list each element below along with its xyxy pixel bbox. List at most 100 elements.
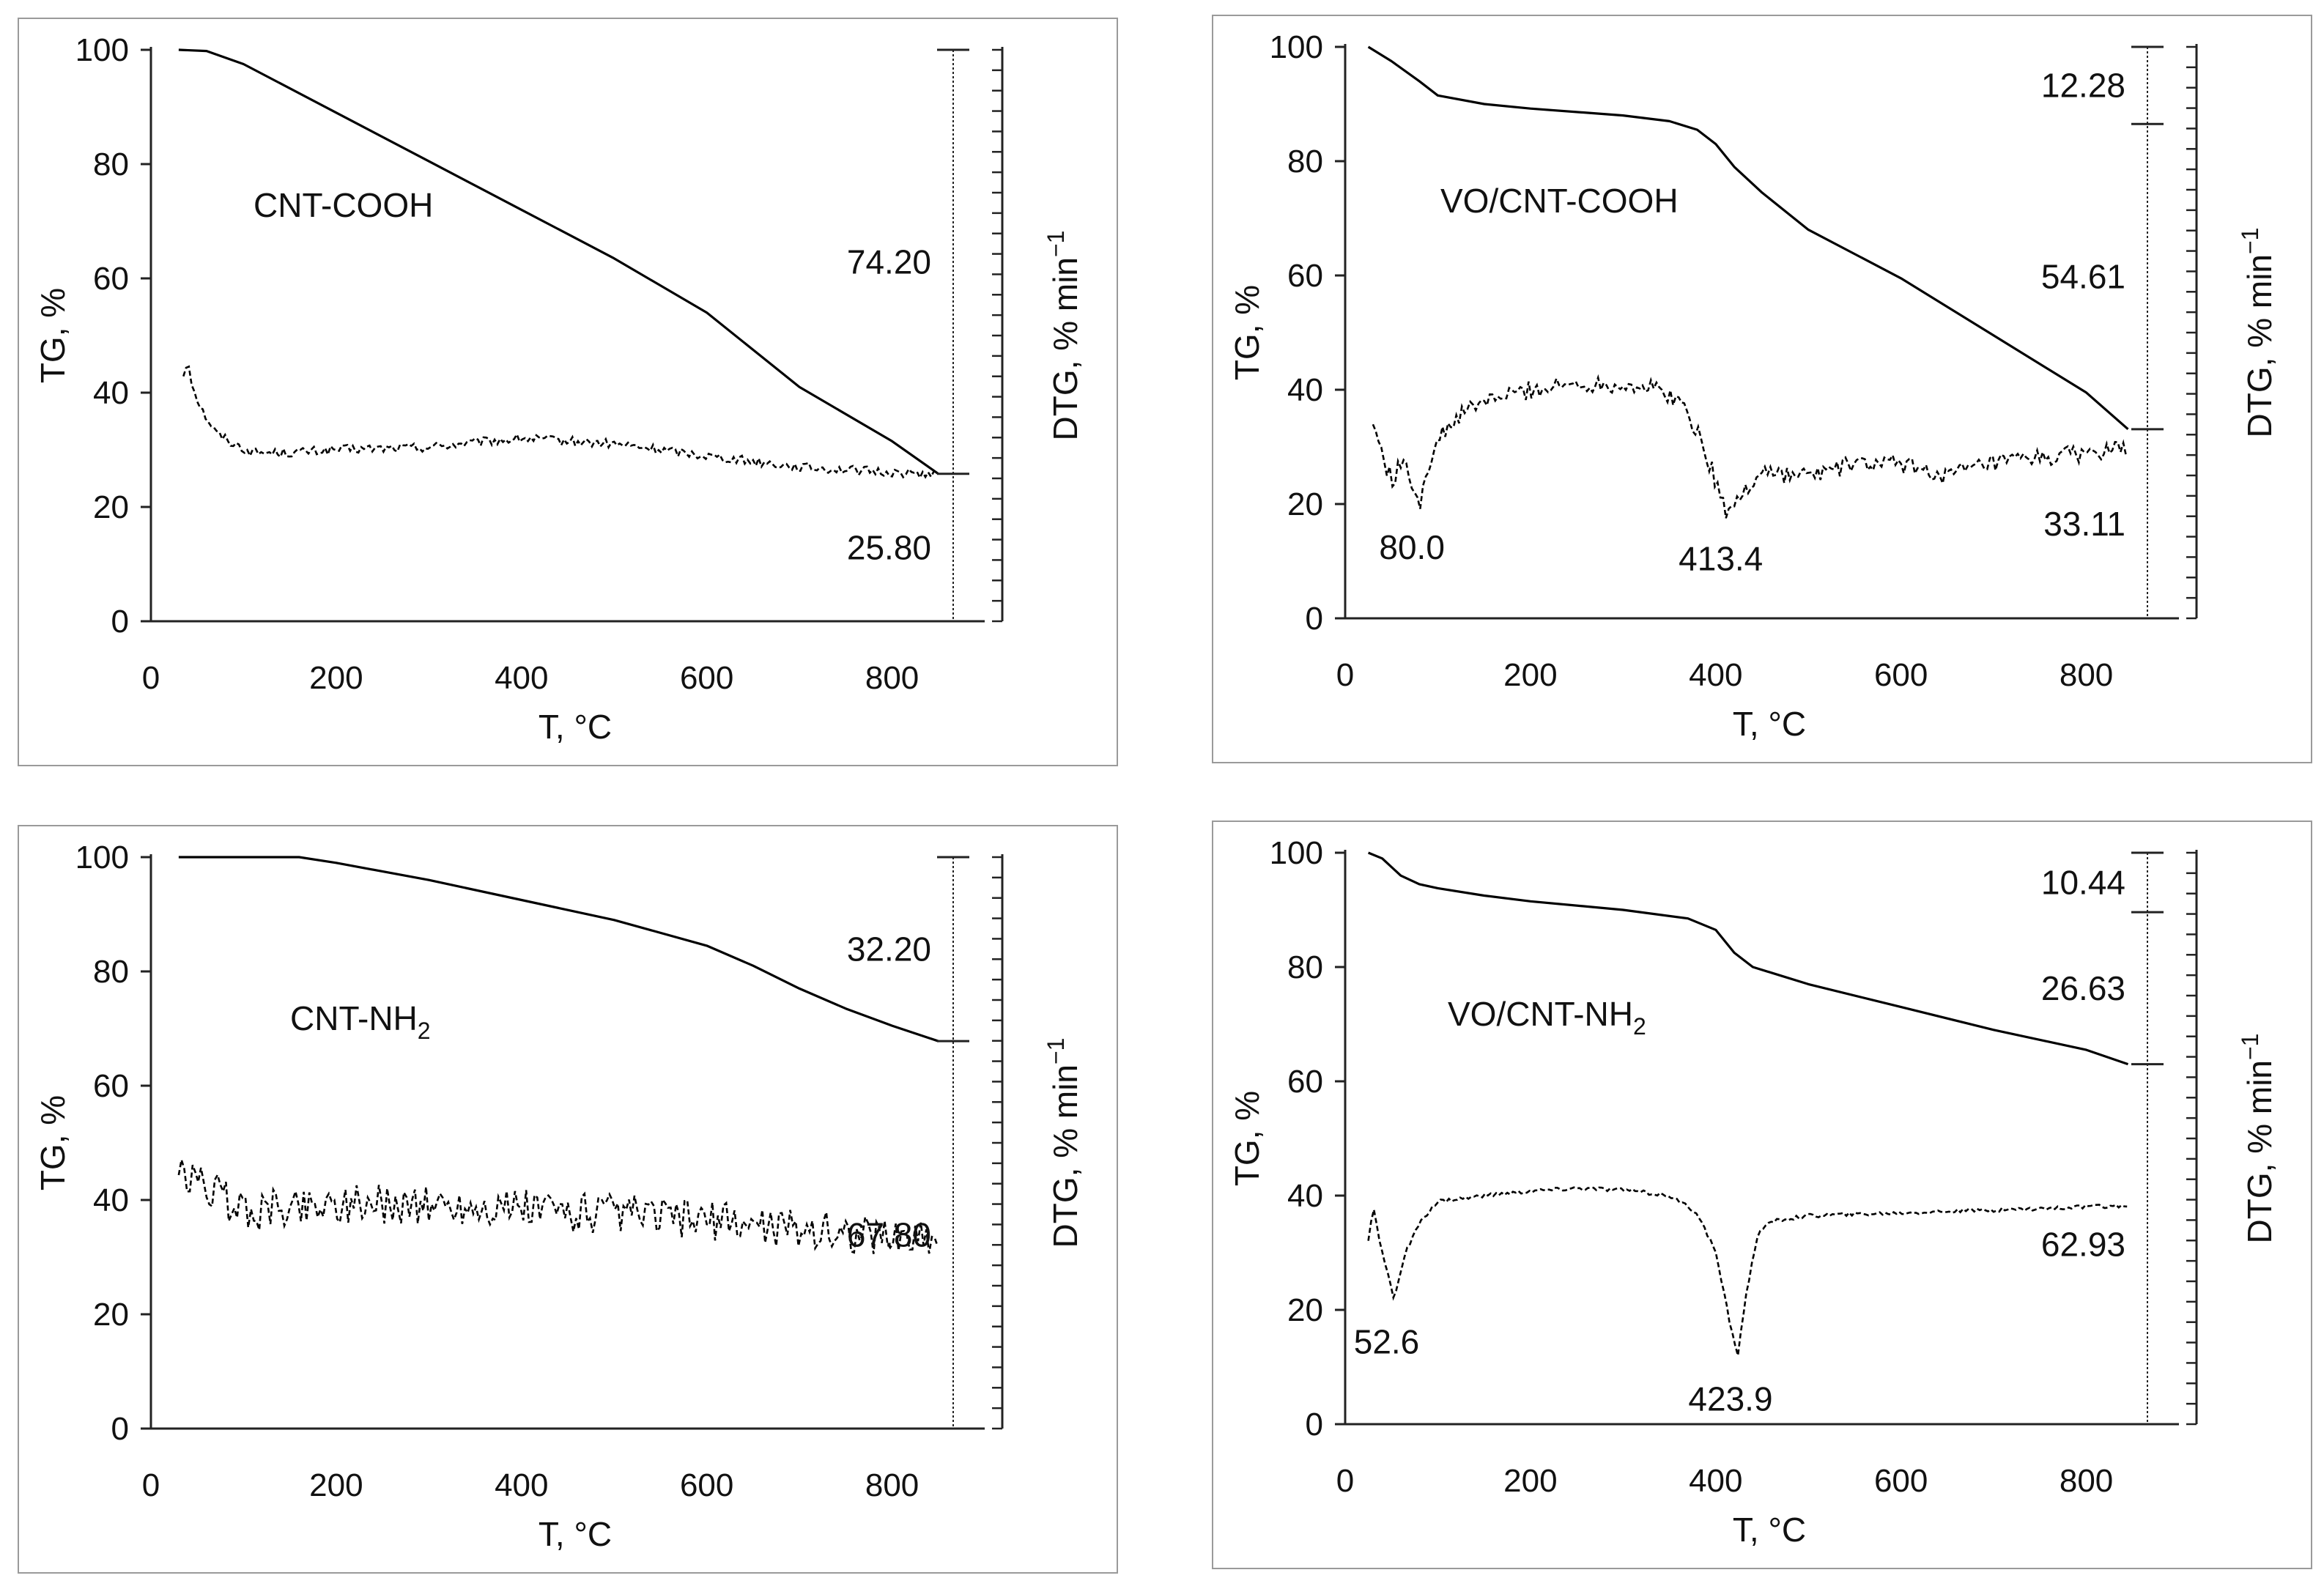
chart-3-ytick-label-5: 100 — [1270, 835, 1323, 871]
chart-1-series-tg — [1367, 45, 2129, 431]
chart-2-ytick-label-0: 0 — [111, 1411, 129, 1447]
chart-0-xtick-label-2: 400 — [495, 660, 548, 696]
chart-3-xtick-label-0: 0 — [1336, 1463, 1354, 1499]
chart-2-dtg-title: DTG, % min−1 — [1043, 1038, 1084, 1248]
chart-3-dtg-title-main: DTG, % min — [2240, 1060, 2279, 1243]
chart-1-sample-label: VO/CNT-COOH — [1440, 182, 1679, 220]
chart-0-ytick-label-1: 20 — [93, 489, 129, 525]
chart-0-ytick-label-4: 80 — [93, 147, 129, 182]
panel-cnt-cooh: 0 20 40 60 80 100 0 200 400 600 800 T, °C TG, % DTG, … — [18, 18, 1118, 766]
chart-0-ytick-label-5: 100 — [75, 32, 129, 68]
chart-2-ytick-label-2: 40 — [93, 1182, 129, 1218]
chart-0-xtick-label-3: 600 — [680, 660, 733, 696]
chart-3-ytick-label-0: 0 — [1306, 1407, 1323, 1442]
chart-1-sample-base: VO/CNT-COOH — [1440, 182, 1679, 220]
chart-2-sample-base: CNT-NH — [290, 999, 418, 1037]
chart-0-step-label-0: 74.20 — [847, 242, 931, 281]
chart-1-step-label-0: 12.28 — [2041, 67, 2125, 105]
chart-3-dtg-title-sup: −1 — [2237, 1034, 2263, 1060]
chart-2-ytick-label-5: 100 — [75, 840, 129, 875]
chart-3-peak-label-1: 423.9 — [1688, 1379, 1772, 1418]
chart-1-peak-label-0: 80.0 — [1379, 528, 1445, 566]
chart-0-series-tg — [178, 48, 939, 475]
chart-0-xtick-label-0: 0 — [142, 660, 160, 696]
chart-2-sample-label: CNT-NH2 — [290, 999, 431, 1044]
chart-2-ytick-label-3: 60 — [93, 1068, 129, 1104]
chart-0-sample-base: CNT-COOH — [254, 186, 433, 224]
chart-0-step-label-1: 25.80 — [847, 528, 931, 566]
chart-1-ytick-label-2: 40 — [1287, 372, 1323, 408]
chart-3-x-title: T, °C — [1733, 1511, 1806, 1549]
chart-2-xtick-label-2: 400 — [495, 1467, 548, 1503]
chart-2-series-dtg — [177, 1159, 939, 1254]
chart-1-step-label-1: 54.61 — [2041, 258, 2125, 296]
chart-1-ytick-label-0: 0 — [1306, 601, 1323, 637]
chart-3-xtick-label-4: 800 — [2060, 1463, 2113, 1499]
chart-cnt-nh2: 0 20 40 60 80 100 0 200 400 600 800 T, °C TG, % DTG, … — [34, 840, 1084, 1553]
chart-0-dtg-title-sup: −1 — [1043, 231, 1069, 257]
chart-1-xtick-label-1: 200 — [1503, 657, 1557, 693]
chart-2-dtg-title-main: DTG, % min — [1046, 1064, 1084, 1248]
chart-3-ytick-label-3: 60 — [1287, 1064, 1323, 1100]
chart-0-dtg-title-main: DTG, % min — [1046, 257, 1084, 440]
chart-2-series-tg — [178, 856, 939, 1042]
chart-1-peak-label-1: 413.4 — [1679, 540, 1763, 578]
chart-2-sample-sub: 2 — [418, 1018, 431, 1044]
chart-3-sample-label: VO/CNT-NH2 — [1448, 995, 1646, 1040]
chart-2-dtg-title-sup: −1 — [1043, 1038, 1069, 1064]
chart-1-xtick-label-3: 600 — [1874, 657, 1928, 693]
chart-3-ytick-label-4: 80 — [1287, 949, 1323, 985]
panel-vo-cnt-nh2: 0 20 40 60 80 100 0 200 400 600 800 T, °C TG, % DTG, … — [1212, 821, 2312, 1569]
chart-2-step-label-0: 32.20 — [847, 930, 931, 968]
chart-1-dtg-title-main: DTG, % min — [2240, 254, 2279, 437]
chart-3-sample-base: VO/CNT-NH — [1448, 995, 1633, 1033]
chart-vo-cnt-nh2: 0 20 40 60 80 100 0 200 400 600 800 T, °C TG, % DTG, … — [1228, 835, 2279, 1549]
chart-3-series-tg — [1367, 851, 2129, 1066]
chart-3-ytick-label-1: 20 — [1287, 1292, 1323, 1328]
chart-0-xtick-label-4: 800 — [865, 660, 919, 696]
chart-3-dtg-title: DTG, % min−1 — [2237, 1034, 2279, 1244]
chart-3-series-dtg — [1367, 1186, 2128, 1356]
chart-3-step-label-1: 26.63 — [2041, 969, 2125, 1007]
chart-1-ytick-label-1: 20 — [1287, 486, 1323, 522]
chart-1-series-dtg — [1372, 374, 2128, 519]
chart-1-dtg-title-sup: −1 — [2237, 228, 2263, 254]
chart-1-x-title: T, °C — [1733, 705, 1806, 743]
chart-2-x-title: T, °C — [539, 1515, 612, 1553]
panel-cnt-nh2: 0 20 40 60 80 100 0 200 400 600 800 T, °C TG, % DTG, … — [18, 825, 1118, 1574]
chart-0-sample-label: CNT-COOH — [254, 186, 433, 224]
chart-cnt-cooh: 0 20 40 60 80 100 0 200 400 600 800 T, °C TG, % DTG, … — [34, 32, 1084, 746]
chart-0-y-title: TG, % — [34, 288, 72, 383]
chart-2-ytick-label-1: 20 — [93, 1297, 129, 1333]
chart-0-x-title: T, °C — [539, 708, 612, 746]
chart-2-xtick-label-1: 200 — [309, 1467, 363, 1503]
chart-3-y-title: TG, % — [1228, 1091, 1266, 1186]
chart-2-xtick-label-0: 0 — [142, 1467, 160, 1503]
chart-1-xtick-label-2: 400 — [1689, 657, 1742, 693]
chart-3-xtick-label-2: 400 — [1689, 1463, 1742, 1499]
chart-3-step-label-2: 62.93 — [2041, 1225, 2125, 1263]
chart-1-xtick-label-4: 800 — [2060, 657, 2113, 693]
chart-1-dtg-title: DTG, % min−1 — [2237, 228, 2279, 438]
chart-3-xtick-label-1: 200 — [1503, 1463, 1557, 1499]
chart-2-xtick-label-3: 600 — [680, 1467, 733, 1503]
chart-3-peak-label-0: 52.6 — [1354, 1322, 1420, 1360]
chart-0-series-dtg — [182, 365, 935, 481]
chart-3-sample-sub: 2 — [1633, 1013, 1646, 1040]
chart-0-xtick-label-1: 200 — [309, 660, 363, 696]
chart-2-xtick-label-4: 800 — [865, 1467, 919, 1503]
chart-1-xtick-label-0: 0 — [1336, 657, 1354, 693]
chart-1-ytick-label-5: 100 — [1270, 29, 1323, 65]
chart-1-ytick-label-3: 60 — [1287, 258, 1323, 294]
chart-0-ytick-label-2: 40 — [93, 375, 129, 411]
chart-2-ytick-label-4: 80 — [93, 954, 129, 990]
chart-vo-cnt-cooh: 0 20 40 60 80 100 0 200 400 600 800 T, °C TG, % DTG, … — [1228, 29, 2279, 743]
chart-3-xtick-label-3: 600 — [1874, 1463, 1928, 1499]
panel-vo-cnt-cooh: 0 20 40 60 80 100 0 200 400 600 800 T, °C TG, % DTG, … — [1212, 15, 2312, 763]
chart-1-step-label-2: 33.11 — [2043, 505, 2125, 543]
chart-2-y-title: TG, % — [34, 1095, 72, 1190]
chart-0-ytick-label-0: 0 — [111, 604, 129, 640]
chart-1-y-title: TG, % — [1228, 285, 1266, 380]
chart-0-dtg-title: DTG, % min−1 — [1043, 231, 1084, 441]
chart-0-ytick-label-3: 60 — [93, 261, 129, 297]
